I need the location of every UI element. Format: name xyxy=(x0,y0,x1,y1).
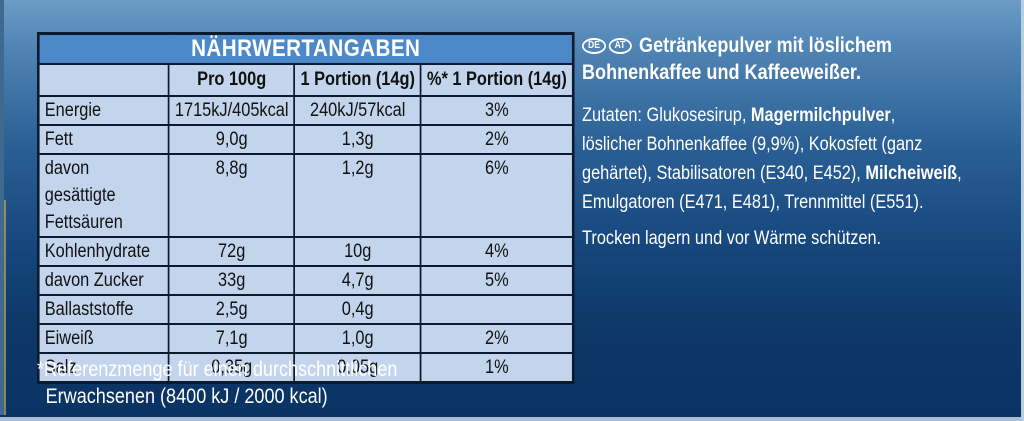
value-per-100g: 1715kJ/405kcal xyxy=(168,95,296,126)
ingredients-line3: gehärtet), Stabilisatoren (E340, E452), … xyxy=(582,159,962,188)
row-label: davon Zucker xyxy=(37,265,170,296)
value-per-100g: 9,0g xyxy=(168,124,296,155)
table-row-eiweiss: Eiweiß 7,1g 1,0g 2% xyxy=(37,323,575,354)
ingredients-list: Zutaten: Glukosesirup, Magermilchpulver,… xyxy=(582,101,962,217)
product-description: DE AT Getränkepulver mit löslichem Bohnen… xyxy=(582,32,892,86)
value-percent: 2% xyxy=(420,124,575,155)
ingredients-punct: , xyxy=(890,105,896,126)
allergen-milcheiweiss: Milcheiweiß xyxy=(865,163,958,184)
product-title-line1-wrap: DE AT Getränkepulver mit löslichem xyxy=(582,32,892,59)
ingredients-text: Zutaten: Glukosesirup, xyxy=(582,105,751,126)
value-percent xyxy=(420,294,575,325)
value-per-portion: 1,3g xyxy=(293,124,422,155)
value-per-100g: 2,5g xyxy=(168,294,296,325)
column-header-percent-portion: %* 1 Portion (14g) xyxy=(420,63,575,97)
value-per-portion: 10g xyxy=(293,236,422,267)
value-percent: 1% xyxy=(420,352,575,384)
row-label: Fett xyxy=(37,124,170,155)
value-percent: 6% xyxy=(420,153,575,238)
storage-instructions: Trocken lagern und vor Wärme schützen. xyxy=(582,228,882,249)
value-per-100g: 72g xyxy=(168,236,296,267)
right-edge-border xyxy=(1021,0,1024,421)
footnote-line1: *Referenzmenge für einen durchschnittlic… xyxy=(37,358,398,381)
row-label: Energie xyxy=(37,95,170,126)
reference-footnote: *Referenzmenge für einen durchschnittlic… xyxy=(37,356,397,410)
column-header-per-portion: 1 Portion (14g) xyxy=(293,63,422,97)
ingredients-punct: , xyxy=(957,163,962,184)
table-row-fett: Fett 9,0g 1,3g 2% xyxy=(37,124,575,155)
row-label-line1: davon gesättigte xyxy=(44,158,116,206)
row-label: Ballaststoffe xyxy=(37,294,170,325)
ingredients-line1: Zutaten: Glukosesirup, Magermilchpulver, xyxy=(582,101,962,130)
column-header-per-100g: Pro 100g xyxy=(168,63,296,97)
value-percent: 3% xyxy=(420,95,575,126)
value-per-100g: 0,35g xyxy=(168,352,296,384)
row-label: Eiweiß xyxy=(37,323,170,354)
value-per-portion: 0,05g xyxy=(293,352,422,384)
left-edge-stripe xyxy=(4,200,6,415)
value-percent: 2% xyxy=(420,323,575,354)
row-label: davon gesättigte Fettsäuren xyxy=(37,153,170,238)
table-row-energie: Energie 1715kJ/405kcal 240kJ/57kcal 3% xyxy=(37,95,575,126)
value-per-100g: 8,8g xyxy=(168,153,296,238)
product-title-line1: Getränkepulver mit löslichem xyxy=(639,34,892,57)
column-header-row: Pro 100g 1 Portion (14g) %* 1 Portion (1… xyxy=(37,63,575,97)
value-per-portion: 1,0g xyxy=(293,323,422,354)
table-title-row: NÄHRWERTANGABEN xyxy=(37,32,575,65)
value-per-portion: 240kJ/57kcal xyxy=(293,95,422,126)
column-header-empty xyxy=(37,63,170,97)
value-per-portion: 1,2g xyxy=(293,153,422,238)
table-row-ballaststoffe: Ballaststoffe 2,5g 0,4g xyxy=(37,294,575,325)
value-percent: 5% xyxy=(420,265,575,296)
country-badge-de: DE xyxy=(582,38,606,54)
row-label-line2: Fettsäuren xyxy=(44,212,123,233)
table-title: NÄHRWERTANGABEN xyxy=(37,32,575,65)
product-title-line2: Bohnenkaffee und Kaffeeweißer. xyxy=(582,61,861,84)
footnote-line2: Erwachsenen (8400 kJ / 2000 kcal) xyxy=(45,385,328,408)
row-label: Salz xyxy=(37,352,170,384)
value-percent: 4% xyxy=(420,236,575,267)
table-row-salz: Salz 0,35g 0,05g 1% xyxy=(37,352,575,384)
country-badge-at: AT xyxy=(608,38,632,54)
table-row-gesaettigte-fettsaeuren: davon gesättigte Fettsäuren 8,8g 1,2g 6% xyxy=(37,153,575,238)
value-per-100g: 33g xyxy=(168,265,296,296)
value-per-portion: 4,7g xyxy=(293,265,422,296)
value-per-portion: 0,4g xyxy=(293,294,422,325)
nutrition-facts-table: NÄHRWERTANGABEN Pro 100g 1 Portion (14g)… xyxy=(37,32,575,384)
ingredients-line4: Emulgatoren (E471, E481), Trennmittel (E… xyxy=(582,192,924,213)
ingredients-line2: löslicher Bohnenkaffee (9,9%), Kokosfett… xyxy=(582,134,923,155)
ingredients-text: gehärtet), Stabilisatoren (E340, E452), xyxy=(582,163,866,184)
table-row-zucker: davon Zucker 33g 4,7g 5% xyxy=(37,265,575,296)
table-row-kohlenhydrate: Kohlenhydrate 72g 10g 4% xyxy=(37,236,575,267)
row-label: Kohlenhydrate xyxy=(37,236,170,267)
allergen-magermilchpulver: Magermilchpulver xyxy=(750,105,891,126)
value-per-100g: 7,1g xyxy=(168,323,296,354)
